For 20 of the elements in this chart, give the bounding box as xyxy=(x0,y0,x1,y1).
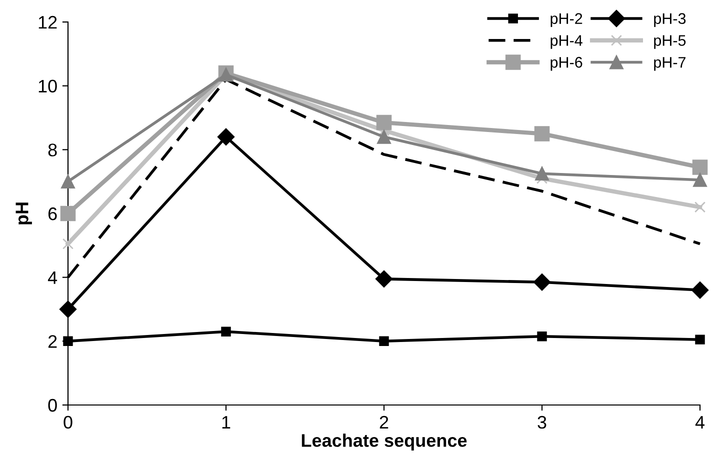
x-tick-label: 2 xyxy=(380,416,388,428)
y-axis-title: pH xyxy=(16,202,32,224)
y-tick-label: 2 xyxy=(48,335,57,348)
x-axis-title: Leachate sequence xyxy=(302,434,467,450)
y-tick-label: 12 xyxy=(38,16,57,29)
x-tick-label: 0 xyxy=(64,416,72,429)
legend-label: pH-6 xyxy=(550,56,582,71)
legend-label: pH-7 xyxy=(654,57,686,71)
legend-label: pH-4 xyxy=(550,35,582,49)
legend-label: pH-2 xyxy=(550,13,582,28)
y-tick-label: 6 xyxy=(48,207,57,220)
y-tick-label: 10 xyxy=(38,80,57,93)
x-tick-label: 4 xyxy=(695,416,704,428)
y-tick-label: 8 xyxy=(48,144,57,156)
x-tick-label: 1 xyxy=(222,416,230,428)
legend-label: pH-5 xyxy=(654,35,686,49)
x-tick-label: 3 xyxy=(538,416,546,429)
y-tick-label: 0 xyxy=(48,398,57,412)
legend-label: pH-3 xyxy=(654,13,686,28)
y-tick-label: 4 xyxy=(48,271,58,284)
